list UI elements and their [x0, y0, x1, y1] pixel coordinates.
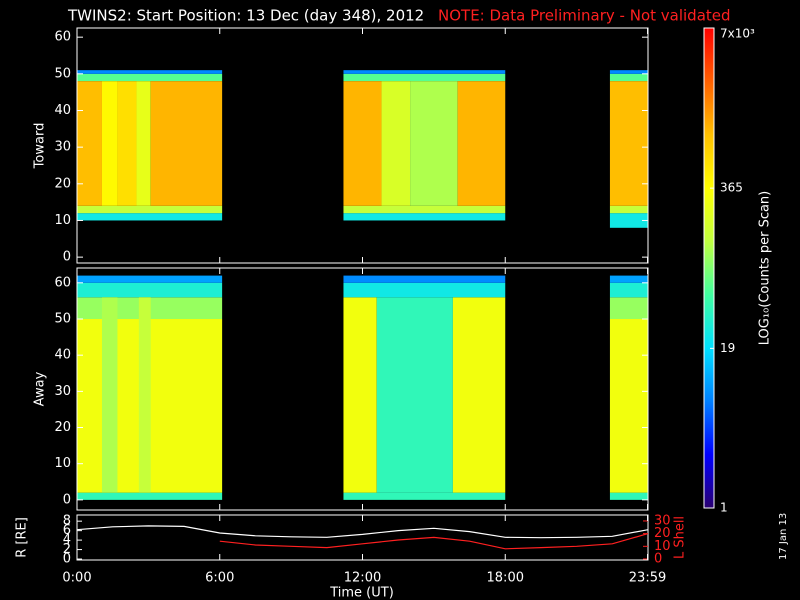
- spectrogram-cell: [609, 282, 648, 298]
- spectrogram-cell: [410, 81, 458, 206]
- spectrogram-cell: [457, 81, 506, 206]
- y-tick-label: 10: [54, 213, 71, 228]
- spectrogram-cell: [77, 275, 223, 283]
- date-stamp: 17 Jan 13: [778, 513, 789, 560]
- spectrogram-cell: [376, 297, 453, 493]
- spectrogram-cell: [343, 70, 506, 74]
- spectrogram-cell: [609, 213, 648, 228]
- y-tick-label: 20: [54, 420, 71, 435]
- spectrogram-cell: [101, 81, 118, 206]
- y-axis-label: Toward: [33, 123, 48, 170]
- colorbar-tick-label: 19: [720, 341, 735, 355]
- orbit-line: [219, 533, 649, 550]
- note: NOTE: Data Preliminary - Not validated: [438, 7, 731, 25]
- spectrogram-cell: [136, 81, 151, 206]
- y-tick-label: 40: [54, 348, 71, 363]
- spectrogram-cell: [77, 70, 223, 74]
- y2-axis-label: L Shell: [673, 516, 688, 559]
- spectrogram-cell: [101, 297, 118, 493]
- spectrogram-cell: [77, 492, 223, 500]
- y-tick-label: 50: [54, 66, 71, 81]
- colorbar-tick-label: 365: [720, 181, 743, 195]
- spectrogram-cell: [343, 213, 506, 221]
- y-tick-label: 0: [63, 552, 71, 567]
- spectrogram-cell: [343, 492, 506, 500]
- chart-title: TWINS2: Start Position: 13 Dec (day 348)…: [67, 7, 424, 25]
- spectrogram-cell: [77, 282, 223, 298]
- y-axis-label: Away: [33, 371, 48, 406]
- y-tick-label: 6: [63, 523, 71, 538]
- y-tick-label: 4: [63, 533, 71, 548]
- spectrogram-cell: [77, 213, 223, 221]
- colorbar-tick-label: 7x10³: [720, 27, 755, 41]
- colorbar-tick-label: 1: [720, 501, 728, 515]
- spectrogram-cell: [77, 205, 223, 214]
- y-tick-label: 40: [54, 103, 71, 118]
- spectrogram-cell: [343, 297, 377, 493]
- spectrogram-cell: [609, 319, 648, 493]
- spectrogram-cell: [343, 81, 382, 206]
- y-tick-label: 30: [54, 140, 71, 155]
- spectrogram-cell: [609, 73, 648, 82]
- spectrogram-cell: [609, 492, 648, 500]
- spectrogram-cell: [117, 81, 137, 206]
- y-tick-label: 20: [54, 176, 71, 191]
- y-tick-label: 50: [54, 312, 71, 327]
- x-tick-label: 23:59: [629, 571, 666, 586]
- spectrogram-cell: [609, 81, 648, 206]
- spectrogram-cell: [343, 282, 506, 298]
- y2-tick-label: 0: [654, 551, 662, 566]
- spectrogram-cell: [343, 73, 506, 82]
- spectrogram-cell: [77, 81, 102, 206]
- y2-tick-label: 10: [654, 539, 671, 554]
- y2-tick-label: 20: [654, 526, 671, 541]
- spectrogram-cell: [343, 205, 506, 214]
- y-tick-label: 0: [63, 250, 71, 265]
- y-axis-label: R [RE]: [15, 517, 30, 558]
- spectrogram-cell: [609, 297, 648, 320]
- y-tick-label: 60: [54, 30, 71, 45]
- x-tick-label: 6:00: [205, 571, 234, 586]
- spectrogram-cell: [138, 297, 151, 493]
- spectrogram-cell: [452, 297, 506, 493]
- y-tick-label: 2: [63, 542, 71, 557]
- y-tick-label: 0: [63, 492, 71, 507]
- x-tick-label: 0:00: [62, 571, 91, 586]
- spectrogram-cell: [609, 275, 648, 283]
- x-tick-label: 18:00: [487, 571, 524, 586]
- spectrogram-cell: [77, 73, 223, 82]
- y-tick-label: 30: [54, 384, 71, 399]
- y-tick-label: 8: [63, 514, 71, 529]
- colorbar-label: LOG₁₀(Counts per Scan): [758, 191, 773, 346]
- orbit-line: [76, 525, 649, 539]
- y-tick-label: 60: [54, 275, 71, 290]
- colorbar: [703, 27, 715, 509]
- x-tick-label: 12:00: [344, 571, 381, 586]
- spectrogram-cell: [609, 70, 648, 74]
- spectrogram-cell: [150, 81, 223, 206]
- spectrogram-cell: [343, 275, 506, 283]
- spectrogram-cell: [381, 81, 411, 206]
- spectrogram-cell: [609, 205, 648, 214]
- x-axis-label: Time (UT): [329, 586, 394, 600]
- y-tick-label: 10: [54, 456, 71, 471]
- y2-tick-label: 30: [654, 513, 671, 528]
